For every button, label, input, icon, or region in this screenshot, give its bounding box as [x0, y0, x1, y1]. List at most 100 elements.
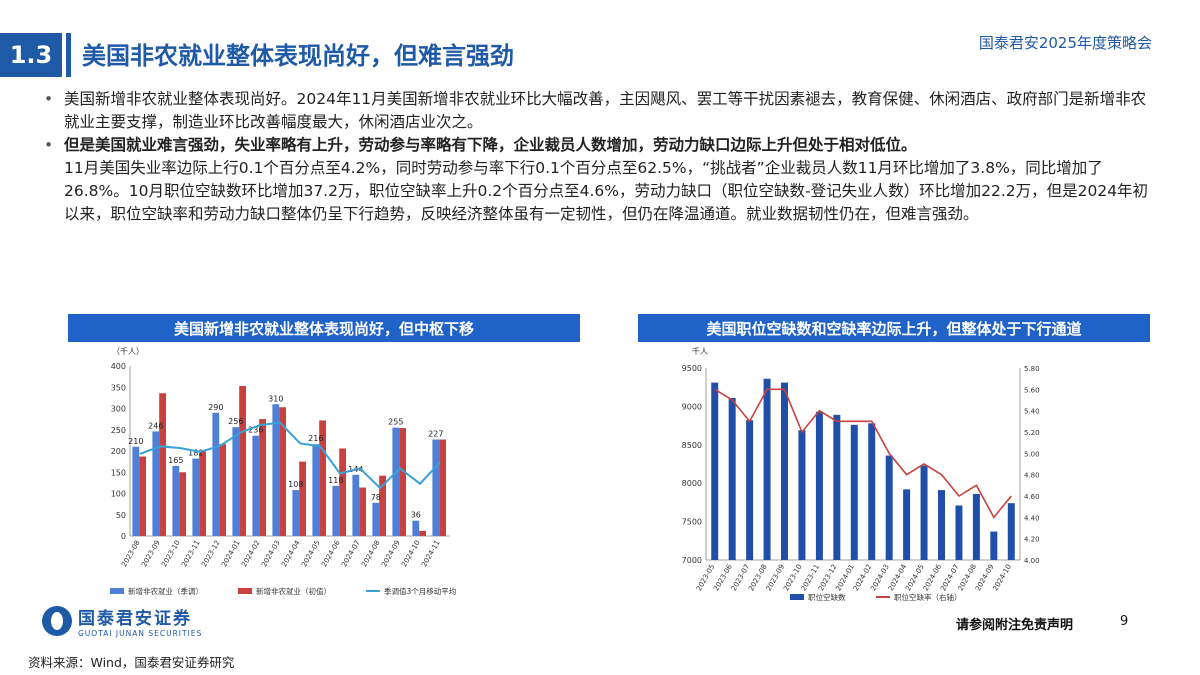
legend-label: 新增非农就业（季调） [128, 586, 203, 596]
bar-job-openings [885, 455, 893, 560]
data-label: 255 [388, 418, 403, 427]
bar-initial [259, 419, 266, 536]
x-tick-label: 2024-09 [380, 539, 402, 568]
bullet-text: 美国新增非农就业整体表现尚好。2024年11月美国新增非农就业环比大幅改善，主因… [64, 90, 1147, 131]
vacancy-rate-line [714, 388, 1012, 519]
y2-tick-label: 4.60 [1024, 493, 1040, 501]
bar-seasonal [352, 474, 360, 536]
y-tick-label: 300 [111, 405, 126, 414]
x-tick-label: 2023-11 [180, 539, 202, 568]
y2-tick-label: 5.40 [1024, 408, 1040, 416]
y-tick-label: 100 [111, 490, 126, 499]
legend-label: 新增非农就业（初值） [256, 586, 331, 596]
y-tick-label: 9000 [682, 402, 702, 411]
bar-initial [139, 456, 146, 536]
y-axis-label: 千人 [692, 346, 708, 356]
bar-seasonal [372, 502, 380, 536]
data-label: 182 [188, 449, 203, 458]
bar-initial [419, 530, 426, 536]
x-tick-label: 2024-03 [260, 539, 282, 568]
x-tick-label: 2024-02 [240, 539, 262, 568]
bar-job-openings [763, 378, 771, 560]
data-label: 108 [288, 480, 303, 489]
page-title: 美国非农就业整体表现尚好，但难言强劲 [82, 42, 514, 70]
bar-job-openings [955, 505, 963, 560]
bar-seasonal [392, 427, 400, 536]
y-tick-label: 7500 [682, 518, 702, 527]
x-tick-label: 2024-05 [300, 539, 322, 568]
data-label: 36 [411, 511, 421, 520]
bar-seasonal [432, 439, 440, 536]
bar-seasonal [232, 427, 240, 536]
legend-label: 职位空缺率（右轴） [894, 592, 962, 602]
bar-seasonal [212, 412, 220, 536]
data-label: 290 [208, 403, 223, 412]
bar-seasonal [252, 435, 260, 536]
disclaimer-text: 请参阅附注免责声明 [956, 618, 1074, 633]
bar-job-openings [798, 430, 806, 560]
y2-tick-label: 5.60 [1024, 386, 1040, 394]
y2-tick-label: 4.00 [1024, 557, 1040, 565]
bar-initial [319, 420, 326, 536]
legend-label: 季调值3个月移动平均 [384, 586, 456, 596]
bar-job-openings [728, 397, 736, 560]
data-label: 78 [371, 493, 381, 502]
x-tick-label: 2024-10 [400, 539, 422, 568]
y-tick-label: 50 [116, 511, 126, 520]
bar-job-openings [711, 382, 719, 560]
bullet-item-1: • 美国新增非农就业整体表现尚好。2024年11月美国新增非农就业环比大幅改善，… [42, 88, 1152, 134]
source-note: 资料来源：Wind，国泰君安证券研究 [28, 655, 235, 670]
bar-job-openings [868, 423, 876, 560]
legend-swatch [790, 594, 804, 600]
chart2-title: 美国职位空缺数和空缺率边际上升，但整体处于下行通道 [638, 314, 1150, 342]
title-accent-bar [66, 33, 71, 77]
bar-job-openings [990, 531, 998, 560]
y2-tick-label: 4.80 [1024, 472, 1040, 480]
logo-text-en: GUOTAI JUNAN SECURITIES [78, 629, 203, 638]
data-label: 246 [148, 421, 163, 430]
legend-swatch [110, 588, 124, 594]
bar-seasonal [132, 446, 140, 536]
bullet-item-2: • 但是美国就业难言强劲，失业率略有上升，劳动参与率略有下降，企业裁员人数增加，… [42, 134, 1152, 157]
bar-initial [359, 487, 366, 536]
nonfarm-payroll-chart: （千人） 0 50 100 150 200 250 300 350 400 210 2023-08 24… [110, 346, 456, 596]
y-axis-label: （千人） [112, 346, 144, 356]
bar-job-openings [850, 424, 858, 560]
bar-initial [159, 393, 166, 536]
y-tick-label: 8000 [682, 479, 702, 488]
bar-job-openings [903, 489, 911, 560]
bar-initial [299, 461, 306, 536]
x-tick-label: 2023-08 [120, 539, 142, 568]
bar-initial [439, 439, 446, 536]
bar-seasonal [292, 490, 300, 536]
conference-name: 国泰君安2025年度策略会 [978, 34, 1152, 52]
chart1-title: 美国新增非农就业整体表现尚好，但中枢下移 [68, 314, 580, 342]
data-label: 216 [308, 434, 323, 443]
bar-job-openings [938, 490, 945, 560]
logo-icon [42, 606, 72, 636]
bar-initial [399, 428, 406, 536]
page-number: 9 [1120, 614, 1129, 629]
data-label: 210 [128, 437, 143, 446]
y-tick-label: 200 [111, 447, 126, 456]
bar-job-openings [746, 420, 754, 560]
y2-tick-label: 4.40 [1024, 514, 1040, 522]
y-tick-label: 8500 [682, 441, 702, 450]
bar-seasonal [152, 431, 160, 536]
bar-seasonal [412, 520, 420, 536]
bar-initial [199, 451, 206, 536]
bar-initial [279, 407, 286, 536]
bullet-dot-icon: • [44, 136, 54, 154]
y-tick-label: 350 [111, 383, 126, 392]
bullet-paragraph: 11月美国失业率边际上行0.1个百分点至4.2%，同时劳动参与率下行0.1个百分… [64, 159, 1149, 223]
y-tick-label: 7000 [682, 556, 702, 565]
x-tick-label: 2024-07 [340, 539, 362, 568]
x-tick-label: 2024-01 [220, 539, 242, 568]
data-label: 310 [268, 394, 283, 403]
y2-tick-label: 5.00 [1024, 450, 1040, 458]
bar-job-openings [920, 465, 928, 560]
y2-tick-label: 5.80 [1024, 365, 1040, 373]
bullet-list: • 美国新增非农就业整体表现尚好。2024年11月美国新增非农就业环比大幅改善，… [42, 88, 1152, 226]
bar-seasonal [332, 485, 340, 536]
y-tick-label: 0 [121, 532, 126, 541]
